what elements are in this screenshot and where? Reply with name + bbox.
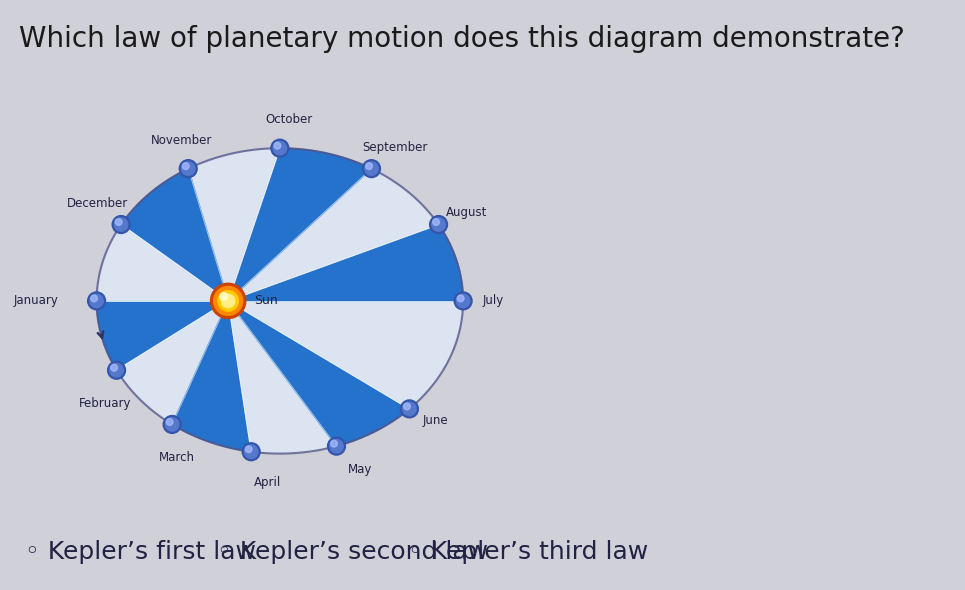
Circle shape [221,294,234,307]
Circle shape [274,142,281,149]
Polygon shape [172,301,251,452]
Circle shape [429,215,448,234]
Text: ◦ Kepler’s third law: ◦ Kepler’s third law [408,540,648,563]
Circle shape [456,294,470,307]
Circle shape [366,163,372,169]
Text: February: February [78,396,131,409]
Text: September: September [362,141,427,154]
Circle shape [365,162,378,175]
Polygon shape [228,148,372,301]
Circle shape [213,287,242,315]
Text: July: July [483,294,505,307]
Text: October: October [265,113,313,126]
Text: June: June [423,414,448,427]
Circle shape [166,418,173,425]
Polygon shape [228,169,438,301]
Polygon shape [228,301,463,409]
Circle shape [327,437,345,455]
Polygon shape [122,169,228,301]
Polygon shape [96,225,228,301]
Text: August: August [446,206,487,219]
Circle shape [218,291,238,311]
Circle shape [402,402,416,415]
Text: March: March [159,451,195,464]
Circle shape [182,163,189,169]
Circle shape [111,365,118,371]
Text: December: December [67,197,128,210]
Polygon shape [96,301,228,371]
Circle shape [273,142,287,155]
Circle shape [457,295,464,302]
Text: April: April [254,476,281,489]
Circle shape [163,415,181,434]
Circle shape [220,293,228,300]
Circle shape [432,219,439,225]
Circle shape [244,445,258,458]
Text: Which law of planetary motion does this diagram demonstrate?: Which law of planetary motion does this … [19,25,905,53]
Polygon shape [228,225,463,301]
Circle shape [403,403,410,410]
Circle shape [112,215,130,234]
Circle shape [110,363,124,377]
Circle shape [455,292,472,310]
Polygon shape [228,301,409,446]
Circle shape [181,162,195,175]
Circle shape [179,160,197,178]
Circle shape [108,361,125,379]
Circle shape [91,295,97,302]
Circle shape [165,418,179,431]
Circle shape [90,294,103,307]
Polygon shape [117,301,228,424]
Text: May: May [347,463,372,476]
Circle shape [242,443,261,461]
Circle shape [363,160,380,178]
Circle shape [432,218,445,231]
Circle shape [115,219,122,225]
Circle shape [330,440,344,453]
Text: Sun: Sun [254,294,278,307]
Text: ◦ Kepler’s first law: ◦ Kepler’s first law [25,540,257,563]
Circle shape [271,139,289,157]
Circle shape [88,292,105,310]
Circle shape [245,446,252,453]
Text: ◦ Kepler’s second law: ◦ Kepler’s second law [217,540,488,563]
Circle shape [210,283,246,319]
Text: November: November [151,134,212,147]
Polygon shape [188,148,280,301]
Polygon shape [228,301,337,454]
Circle shape [400,400,419,418]
Circle shape [331,440,338,447]
Circle shape [115,218,127,231]
Text: January: January [14,294,59,307]
